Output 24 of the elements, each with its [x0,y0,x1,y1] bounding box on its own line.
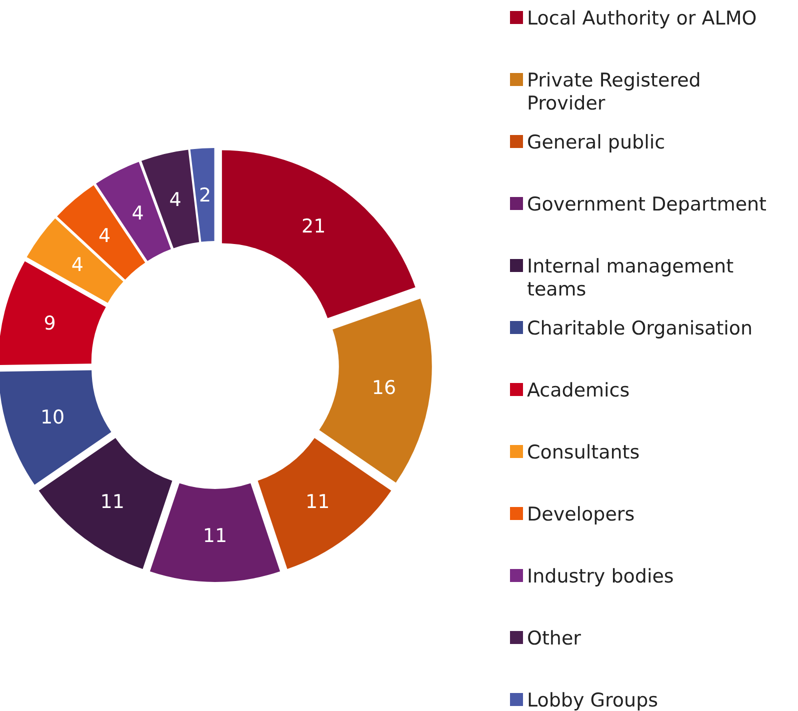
data-label: 10 [40,406,65,428]
legend-label: Government Department [527,194,767,216]
data-label: 4 [169,188,182,211]
legend-label: Other [527,628,582,650]
data-label: 11 [100,490,124,513]
data-label: 9 [44,312,56,335]
data-label: 11 [202,525,228,548]
legend-label: Private Registered Provider [527,70,701,114]
data-label: 4 [98,224,111,247]
data-label: 21 [301,216,326,238]
data-label: 11 [306,490,330,513]
legend-label: Local Authority or ALMO [527,8,757,30]
legend-label: Developers [527,504,635,526]
legend-label: Internal management teams [527,256,734,300]
legend-label: Academics [527,380,630,402]
data-label: 4 [71,254,84,276]
data-label: 4 [132,202,144,225]
legend-label: Lobby Groups [527,690,658,711]
data-label: 16 [372,377,396,400]
data-label: 2 [198,184,212,206]
legend-label: Charitable Organisation [527,318,753,340]
legend-label: Industry bodies [527,566,674,588]
legend-label: General public [527,132,666,154]
legend-label: Consultants [527,442,640,464]
